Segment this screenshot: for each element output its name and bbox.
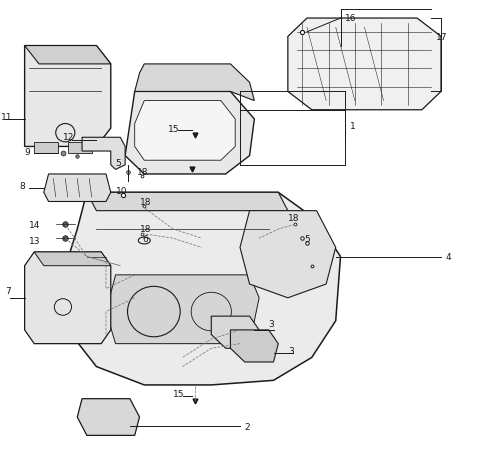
Polygon shape [24,46,111,147]
Polygon shape [24,46,111,65]
Text: 18: 18 [137,168,149,177]
Polygon shape [288,19,441,111]
Polygon shape [135,65,254,101]
Polygon shape [106,275,259,344]
Text: 17: 17 [436,33,448,42]
Polygon shape [87,193,288,211]
Polygon shape [44,174,111,202]
Polygon shape [135,101,235,161]
Text: 8: 8 [20,182,25,190]
Text: 3: 3 [269,319,275,328]
Text: 18: 18 [140,225,151,234]
Polygon shape [125,92,254,174]
Text: 7: 7 [5,287,11,296]
Text: 15: 15 [173,389,184,398]
Text: 11: 11 [0,113,12,122]
Text: 9: 9 [24,147,30,156]
Text: 12: 12 [63,133,74,141]
Text: 5: 5 [305,234,311,243]
Text: 3: 3 [288,346,294,355]
Polygon shape [82,138,125,170]
Text: 5: 5 [115,159,121,168]
Polygon shape [34,143,58,154]
Text: 1: 1 [350,122,356,131]
Polygon shape [77,399,140,436]
Text: 10: 10 [116,186,127,195]
Text: 15: 15 [168,124,180,133]
Text: 13: 13 [29,236,41,246]
Text: 18: 18 [140,197,151,207]
Text: 6: 6 [142,234,148,243]
Polygon shape [68,143,92,154]
Polygon shape [34,252,111,266]
Polygon shape [63,193,340,385]
Text: 14: 14 [29,220,41,230]
Polygon shape [230,330,278,362]
Text: 4: 4 [446,252,451,262]
Polygon shape [24,252,111,344]
Polygon shape [240,211,336,298]
Text: 2: 2 [245,422,251,431]
Polygon shape [211,316,259,348]
Text: 18: 18 [288,213,300,223]
Text: 16: 16 [345,14,357,23]
